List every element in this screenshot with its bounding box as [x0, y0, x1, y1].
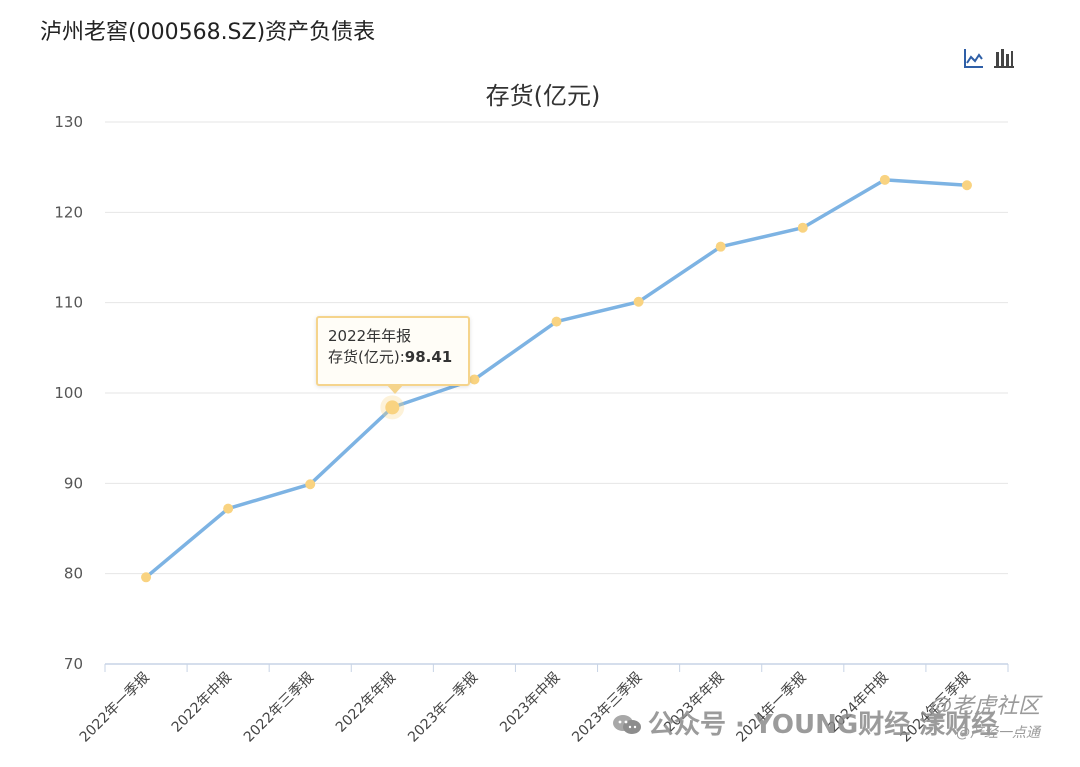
- data-point: [797, 222, 808, 233]
- tooltip-title: 2022年年报: [328, 327, 412, 345]
- tooltip-label: 存货(亿元):: [328, 348, 405, 366]
- data-point: [305, 479, 316, 490]
- x-tick-label: 2023年中报: [497, 670, 563, 736]
- x-tick-label: 2022年中报: [169, 670, 235, 736]
- data-tooltip: 2022年年报 存货(亿元):98.41: [316, 316, 470, 394]
- axis-layer: 70 80 90 100 110 120 130 2022年一季报 2022年中报 2022年三季…: [54, 113, 1009, 746]
- wechat-watermark-text: 公众号 · YOUNG财经 漾财经: [648, 710, 998, 740]
- x-tick-label: 2022年三季报: [241, 670, 317, 746]
- community-watermark-line2: @产经一点通: [956, 725, 1041, 741]
- tooltip-body: 存货(亿元):98.41: [328, 347, 458, 368]
- data-point: [141, 572, 152, 583]
- community-watermark-line1: @老虎社区: [930, 694, 1041, 719]
- data-point: [551, 316, 562, 327]
- y-tick-label: 100: [54, 384, 83, 402]
- y-tick-label: 130: [54, 113, 83, 131]
- data-point: [469, 374, 480, 385]
- y-tick-label: 80: [64, 565, 83, 583]
- data-point: [633, 296, 644, 307]
- bar-chart-icon[interactable]: [992, 46, 1016, 70]
- series-line: [144, 178, 968, 579]
- chart-toolbar: [962, 46, 1016, 70]
- y-tick-label: 90: [64, 474, 83, 492]
- grid-layer: [105, 121, 1008, 575]
- tooltip-value: 98.41: [404, 348, 453, 366]
- x-tick-label: 2023年一季报: [405, 670, 481, 746]
- wechat-watermark: 公众号 · YOUNG财经 漾财经: [612, 704, 997, 741]
- x-tick-label: 2022年年报: [333, 670, 399, 736]
- y-tick-label: 120: [54, 203, 83, 221]
- page-title: 泸州老窖(000568.SZ)资产负债表: [40, 20, 376, 45]
- line-chart-icon[interactable]: [962, 46, 986, 70]
- y-tick-label: 110: [54, 294, 83, 312]
- data-point: [385, 400, 400, 415]
- wechat-icon: [613, 715, 641, 734]
- data-point: [879, 174, 890, 185]
- point-layer: [141, 174, 972, 583]
- data-point: [223, 503, 234, 514]
- chart-title: 存货(亿元): [485, 82, 601, 110]
- line-layer: [144, 178, 968, 579]
- community-watermark: @老虎社区 @产经一点通: [930, 688, 1040, 742]
- y-tick-label: 70: [64, 655, 83, 673]
- x-tick-label: 2022年一季报: [77, 670, 153, 746]
- data-point: [715, 241, 726, 252]
- data-point: [961, 180, 972, 191]
